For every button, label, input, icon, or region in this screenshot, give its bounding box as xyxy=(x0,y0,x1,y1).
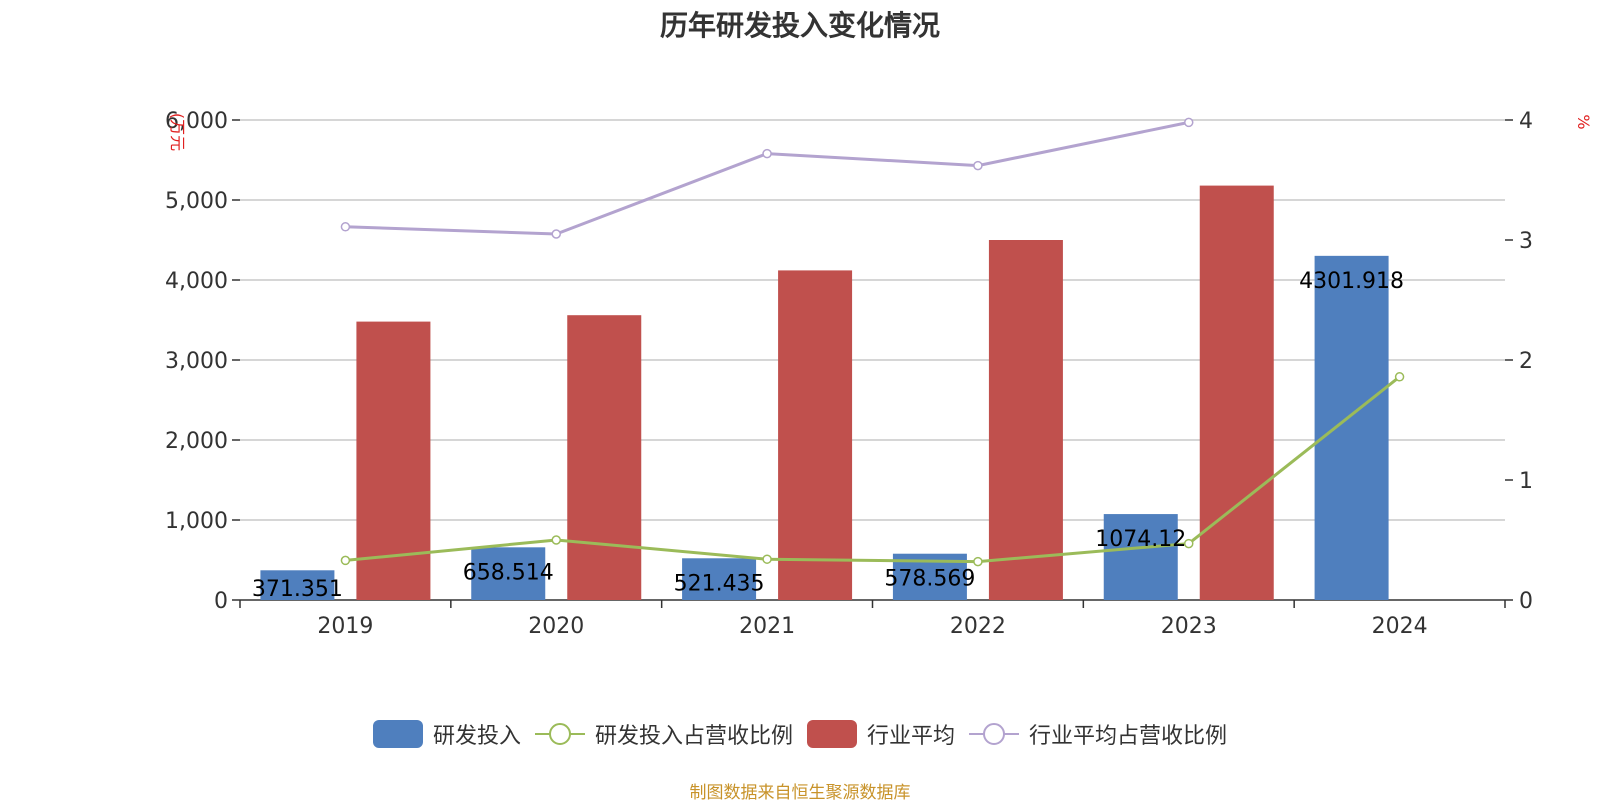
bar-data-label: 371.351 xyxy=(252,577,343,602)
chart-title: 历年研发投入变化情况 xyxy=(659,9,940,42)
data-point xyxy=(973,160,983,171)
legend-item[interactable]: 行业平均 xyxy=(807,718,955,750)
data-point xyxy=(762,554,772,564)
data-point xyxy=(762,148,772,159)
legend-bar-swatch xyxy=(372,720,423,748)
legend-bar-swatch xyxy=(807,720,857,748)
legend-label: 研发投入占营收比例 xyxy=(594,724,793,749)
y-left-tick-label: 2,000 xyxy=(165,429,228,454)
data-point xyxy=(1184,117,1194,128)
legend-line-swatch xyxy=(969,723,1020,745)
legend-label: 行业平均占营收比例 xyxy=(1029,724,1228,749)
source-note: 制图数据来自恒生聚源数据库 xyxy=(689,783,911,803)
y-right-tick-label: 0 xyxy=(1519,589,1533,614)
y-right-unit: % xyxy=(1574,114,1593,129)
x-tick-label: 2022 xyxy=(950,614,1006,639)
legend-item[interactable]: 研发投入 xyxy=(372,718,521,750)
y-left-tick-label: 4,000 xyxy=(165,269,228,294)
bar xyxy=(471,547,546,600)
series-line xyxy=(345,120,1190,236)
x-tick-label: 2024 xyxy=(1372,614,1428,639)
data-point xyxy=(1184,538,1194,549)
x-tick-label: 2019 xyxy=(317,614,373,639)
legend-label: 行业平均 xyxy=(867,724,956,749)
data-point xyxy=(340,222,351,232)
data-point xyxy=(1394,372,1405,382)
data-point xyxy=(340,555,351,566)
bar-data-label: 521.435 xyxy=(674,571,765,596)
y-right-tick-label: 1 xyxy=(1519,469,1533,494)
bar-data-label: 658.514 xyxy=(463,560,554,585)
legend: 研发投入 研发投入占营收比例 行业平均 行业平均占营收比例 xyxy=(0,718,1600,750)
x-tick-label: 2023 xyxy=(1161,614,1217,639)
legend-item[interactable]: 研发投入占营收比例 xyxy=(534,718,793,750)
bar xyxy=(1199,185,1274,600)
series-line xyxy=(345,375,1401,564)
y-left-tick-label: 3,000 xyxy=(165,349,228,374)
bar xyxy=(1103,514,1178,600)
legend-line-swatch xyxy=(534,723,585,745)
data-point xyxy=(551,229,561,239)
bar xyxy=(567,315,642,600)
bar xyxy=(778,270,853,600)
legend-item[interactable]: 行业平均占营收比例 xyxy=(969,718,1227,750)
y-left-tick-label: 1,000 xyxy=(165,509,228,534)
x-tick-label: 2020 xyxy=(528,614,584,639)
y-left-tick-label: 6,000 xyxy=(165,109,228,134)
bar-data-label: 1074.12 xyxy=(1095,527,1186,552)
bar xyxy=(988,240,1063,600)
bar xyxy=(682,558,757,600)
y-right-tick-label: 3 xyxy=(1519,229,1533,254)
x-tick-label: 2021 xyxy=(739,614,795,639)
bar xyxy=(1314,255,1389,600)
bar xyxy=(260,570,335,600)
y-left-unit: (万元 xyxy=(168,113,187,151)
data-point xyxy=(551,535,561,545)
y-right-tick-label: 2 xyxy=(1519,349,1533,374)
y-left-tick-label: 5,000 xyxy=(165,189,228,214)
bar-data-label: 578.569 xyxy=(884,567,975,592)
y-left-tick-label: 0 xyxy=(214,589,228,614)
y-right-tick-label: 4 xyxy=(1519,109,1533,134)
data-point xyxy=(973,556,983,567)
legend-label: 研发投入 xyxy=(432,724,521,749)
bar-data-label: 4301.918 xyxy=(1299,269,1404,294)
